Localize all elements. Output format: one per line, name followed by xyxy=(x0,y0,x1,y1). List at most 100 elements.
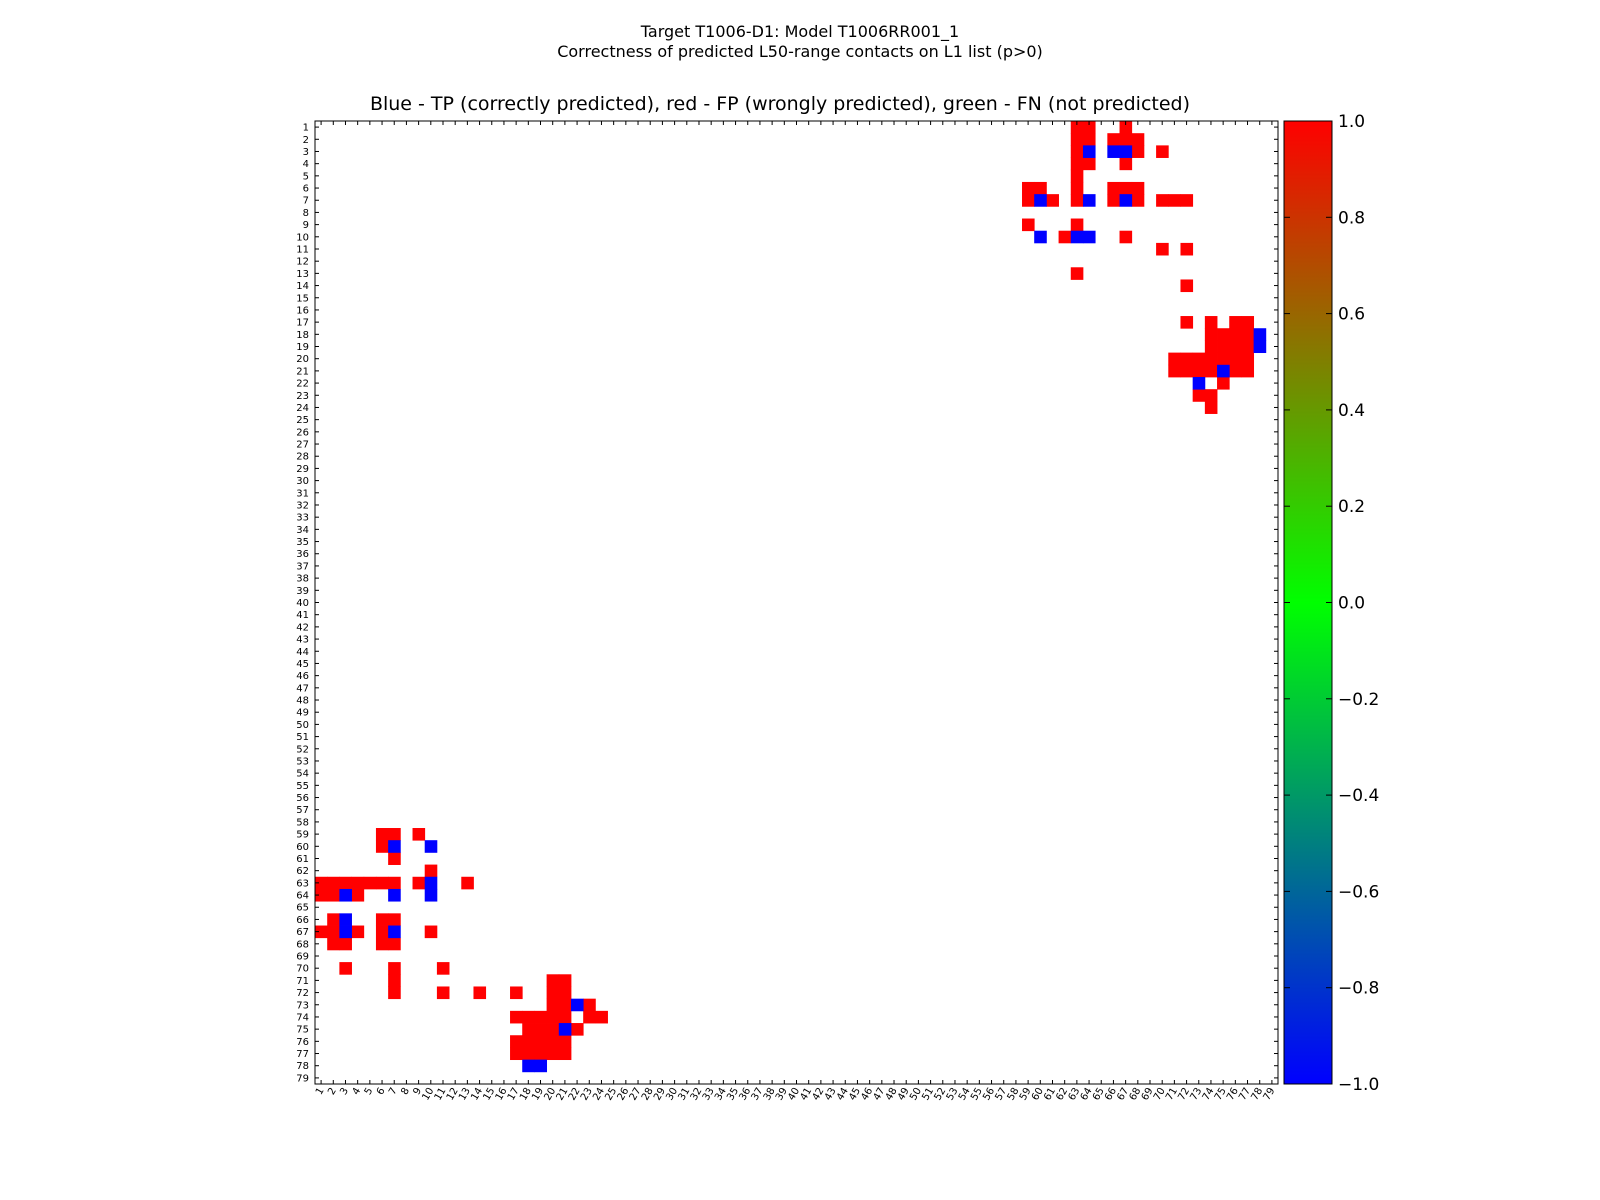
contact-cell-fp-7-71 xyxy=(1168,194,1181,207)
contact-cell-fp-2-64 xyxy=(1082,133,1096,146)
y-tick-label: 77 xyxy=(296,1049,309,1060)
colorbar-tick-label: 0.4 xyxy=(1338,401,1365,421)
contact-cell-fp-6-68 xyxy=(1131,181,1145,195)
y-tick-label: 57 xyxy=(296,805,309,816)
contact-cell-fp-20-72 xyxy=(1180,352,1194,366)
contact-cell-fp-75-18 xyxy=(522,1023,535,1036)
y-tick-label: 14 xyxy=(296,281,309,292)
contact-cell-fp-72-14 xyxy=(473,986,487,1000)
y-tick-label: 67 xyxy=(296,927,309,938)
contact-cell-fp-68-3 xyxy=(339,937,352,951)
y-tick-label: 50 xyxy=(296,720,309,731)
contact-cell-fp-74-24 xyxy=(595,1010,608,1024)
contact-cell-fp-21-74 xyxy=(1204,364,1218,378)
contact-cell-fp-63-3 xyxy=(339,876,352,890)
colorbar-tick-label: −1.0 xyxy=(1338,1075,1379,1095)
y-tick-label: 47 xyxy=(296,683,309,694)
y-tick-label: 7 xyxy=(303,196,309,207)
x-tick-label: 79 xyxy=(1262,1086,1278,1103)
contact-cell-fp-13-63 xyxy=(1070,267,1084,280)
y-tick-label: 11 xyxy=(296,244,309,255)
contact-cell-fp-63-6 xyxy=(375,876,389,890)
colorbar-tick-label: 0.2 xyxy=(1338,497,1365,517)
contact-cell-fp-77-19 xyxy=(534,1047,548,1061)
contact-cell-fp-7-68 xyxy=(1131,194,1145,207)
y-tick-label: 23 xyxy=(296,391,309,402)
contact-cell-fp-6-59 xyxy=(1022,181,1035,195)
contact-cell-tp-3-64 xyxy=(1082,145,1096,158)
y-tick-label: 33 xyxy=(296,513,309,524)
y-tick-label: 78 xyxy=(296,1061,309,1072)
contact-cell-fp-23-73 xyxy=(1192,389,1206,402)
y-axis: 1234567891011121314151617181920212223242… xyxy=(296,123,1278,1084)
contact-cell-fp-4-63 xyxy=(1070,157,1084,171)
colorbar-tick-label: 0.6 xyxy=(1338,305,1365,325)
contact-cell-fp-60-6 xyxy=(375,840,389,853)
contact-cell-tp-3-67 xyxy=(1119,145,1133,158)
y-tick-label: 2 xyxy=(303,135,309,146)
contact-cell-fp-2-67 xyxy=(1119,133,1133,146)
y-tick-label: 45 xyxy=(296,659,309,670)
contact-cell-fp-71-7 xyxy=(388,974,401,987)
contact-cell-fp-17-76 xyxy=(1229,316,1242,329)
contact-cell-fp-64-2 xyxy=(327,888,340,902)
contact-cell-fp-21-71 xyxy=(1168,364,1181,378)
y-tick-label: 28 xyxy=(296,452,309,463)
y-tick-label: 59 xyxy=(296,830,309,841)
y-tick-label: 18 xyxy=(296,330,309,341)
contact-cell-fp-4-67 xyxy=(1119,157,1133,171)
y-tick-label: 10 xyxy=(296,232,309,243)
contact-cell-fp-18-74 xyxy=(1204,328,1218,341)
contact-cell-tp-7-64 xyxy=(1082,194,1096,207)
y-tick-label: 51 xyxy=(296,732,309,743)
y-tick-label: 32 xyxy=(296,500,309,511)
y-tick-label: 30 xyxy=(296,476,309,487)
contact-cell-fp-72-21 xyxy=(558,986,572,1000)
contact-cell-fp-67-2 xyxy=(327,925,340,939)
y-tick-label: 13 xyxy=(296,269,309,280)
colorbar-tick-label: −0.6 xyxy=(1338,882,1379,902)
contact-cell-fp-77-18 xyxy=(522,1047,535,1061)
contact-cell-fp-18-75 xyxy=(1217,328,1230,341)
y-tick-label: 5 xyxy=(303,171,309,182)
contact-cell-fp-74-19 xyxy=(534,1010,548,1024)
contact-cell-fp-10-67 xyxy=(1119,230,1133,244)
contact-cell-fp-1-64 xyxy=(1082,121,1096,134)
contact-cell-fp-20-77 xyxy=(1241,352,1255,366)
y-tick-label: 61 xyxy=(296,854,309,865)
contact-cell-fp-21-77 xyxy=(1241,364,1255,378)
contact-cell-fp-75-22 xyxy=(570,1023,584,1036)
colorbar-tick-label: −0.2 xyxy=(1338,690,1379,710)
contact-cell-tp-22-73 xyxy=(1192,376,1206,390)
contact-cell-fp-62-10 xyxy=(424,864,438,878)
y-tick-label: 52 xyxy=(296,744,309,755)
colorbar xyxy=(1283,120,1333,1085)
contact-cell-fp-72-7 xyxy=(388,986,401,1000)
contact-cell-fp-63-13 xyxy=(461,876,474,890)
colorbar-tick-label: 0.0 xyxy=(1338,594,1365,614)
contact-cell-fp-63-7 xyxy=(388,876,401,890)
contact-cell-tp-19-78 xyxy=(1253,340,1267,354)
y-tick-label: 1 xyxy=(303,123,309,134)
contact-cell-fp-74-17 xyxy=(510,1010,523,1024)
contact-cell-fp-11-70 xyxy=(1156,242,1169,256)
contact-cell-tp-67-3 xyxy=(339,925,352,939)
y-tick-label: 36 xyxy=(296,549,309,560)
contact-cell-fp-66-7 xyxy=(388,913,401,926)
contact-cell-fp-70-3 xyxy=(339,962,352,975)
contact-cell-fp-4-64 xyxy=(1082,157,1096,171)
contact-cell-fp-76-18 xyxy=(522,1035,535,1048)
contact-cell-fp-64-1 xyxy=(315,888,328,902)
y-tick-label: 21 xyxy=(296,366,309,377)
contact-cell-fp-61-7 xyxy=(388,852,401,865)
y-tick-label: 8 xyxy=(303,208,309,219)
contact-cell-fp-7-70 xyxy=(1156,194,1169,207)
contact-cell-fp-63-5 xyxy=(363,876,377,890)
contact-cell-fp-67-6 xyxy=(375,925,389,939)
y-tick-label: 72 xyxy=(296,988,309,999)
y-tick-label: 69 xyxy=(296,952,309,963)
contact-cell-fp-5-63 xyxy=(1070,169,1084,183)
contact-cell-fp-7-72 xyxy=(1180,194,1194,207)
contact-cell-fp-74-21 xyxy=(558,1010,572,1024)
